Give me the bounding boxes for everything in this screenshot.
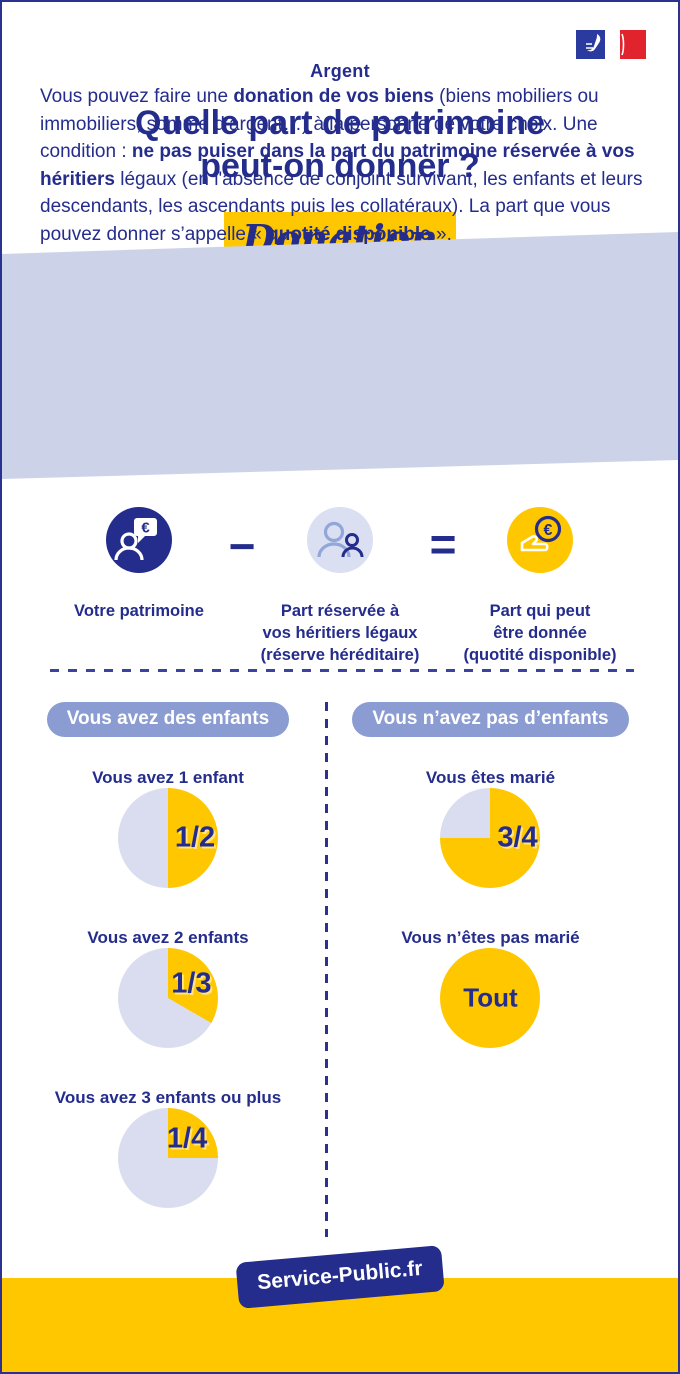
intro-band [2, 232, 678, 479]
page-title-line1: Quelle part de patrimoine [135, 104, 545, 142]
svg-text:€: € [544, 522, 553, 539]
column-header-no-children: Vous n’avez pas d’enfants [352, 702, 629, 737]
equation-label-reserved-share: Part réservée à vos héritiers légaux (ré… [260, 602, 420, 664]
pie-wrap: Tout [440, 948, 541, 1048]
heirs-two-persons-icon [307, 507, 373, 573]
page-title: Quelle part de patrimoine peut-on donner… [2, 102, 678, 188]
pie-wrap: 1/4 [118, 1108, 218, 1208]
pie-list-children: Vous avez 1 enfant 1/2 Vous avez 2 enfants… [55, 768, 281, 1248]
pie-chart-item: Vous avez 3 enfants ou plus 1/4 [55, 1088, 281, 1208]
svg-text:€: € [141, 520, 150, 537]
pie-list-no-children: Vous êtes marié 3/4 Vous n’êtes pas marié T… [401, 768, 580, 1088]
pie-graphic [118, 948, 218, 1048]
equation-item-reserved-share: Part réservée à vos héritiers légaux (ré… [240, 507, 440, 666]
pie-value-label: 1/3 [171, 967, 212, 1000]
pie-graphic [440, 948, 541, 1048]
pie-title: Vous n’êtes pas marié [401, 928, 580, 947]
pie-graphic [440, 788, 541, 888]
vertical-dashed-divider [325, 702, 328, 1237]
equation-label-patrimony: Votre patrimoine [74, 602, 204, 620]
pie-value-label: 3/4 [497, 821, 538, 854]
pie-chart-item: Vous avez 2 enfants 1/3 [55, 928, 281, 1048]
pie-chart-item: Vous êtes marié 3/4 [401, 768, 579, 888]
horizontal-dashed-divider [50, 669, 634, 672]
pie-value-label: 1/2 [174, 821, 216, 854]
pie-wrap: 3/4 [440, 788, 541, 888]
equation-item-donatable-share: € Part qui peut être donnée (quotité dis… [440, 507, 640, 666]
equals-operator: = [429, 518, 457, 570]
pie-title: Vous avez 1 enfant [92, 768, 244, 787]
pie-title: Vous avez 3 enfants ou plus [54, 1088, 282, 1107]
pie-title: Vous avez 2 enfants [87, 928, 249, 947]
pie-chart-item: Vous avez 1 enfant 1/2 [55, 768, 281, 888]
france-marianne-flag-logo [576, 30, 646, 59]
column-with-children: Vous avez des enfants Vous avez 1 enfant… [7, 702, 329, 1248]
donation-hand-euro-coin-icon: € [507, 507, 573, 573]
pie-title: Vous êtes marié [425, 768, 556, 787]
pie-value-label: Tout [463, 982, 518, 1013]
equation-label-donatable-share: Part qui peut être donnée (quotité dispo… [463, 602, 617, 664]
pie-wrap: 1/3 [118, 948, 218, 1048]
category-label: Argent [310, 61, 370, 81]
pie-graphic [118, 788, 218, 888]
equation-item-patrimony: € Votre patrimoine [39, 507, 239, 622]
pie-wrap: 1/2 [118, 788, 218, 888]
pie-chart-item: Vous n’êtes pas marié Tout [401, 928, 580, 1048]
page-title-line2: peut-on donner ? [200, 147, 480, 185]
patrimony-person-euro-bubble-icon: € [106, 507, 172, 573]
intro-paragraph: Vous pouvez faire une donation de vos bi… [40, 86, 643, 245]
pie-graphic [118, 1108, 218, 1208]
column-without-children: Vous n’avez pas d’enfants Vous êtes mari… [318, 702, 663, 1088]
column-header-children: Vous avez des enfants [46, 702, 290, 737]
pie-value-label: 1/4 [166, 1122, 208, 1155]
minus-operator: − [228, 520, 256, 572]
